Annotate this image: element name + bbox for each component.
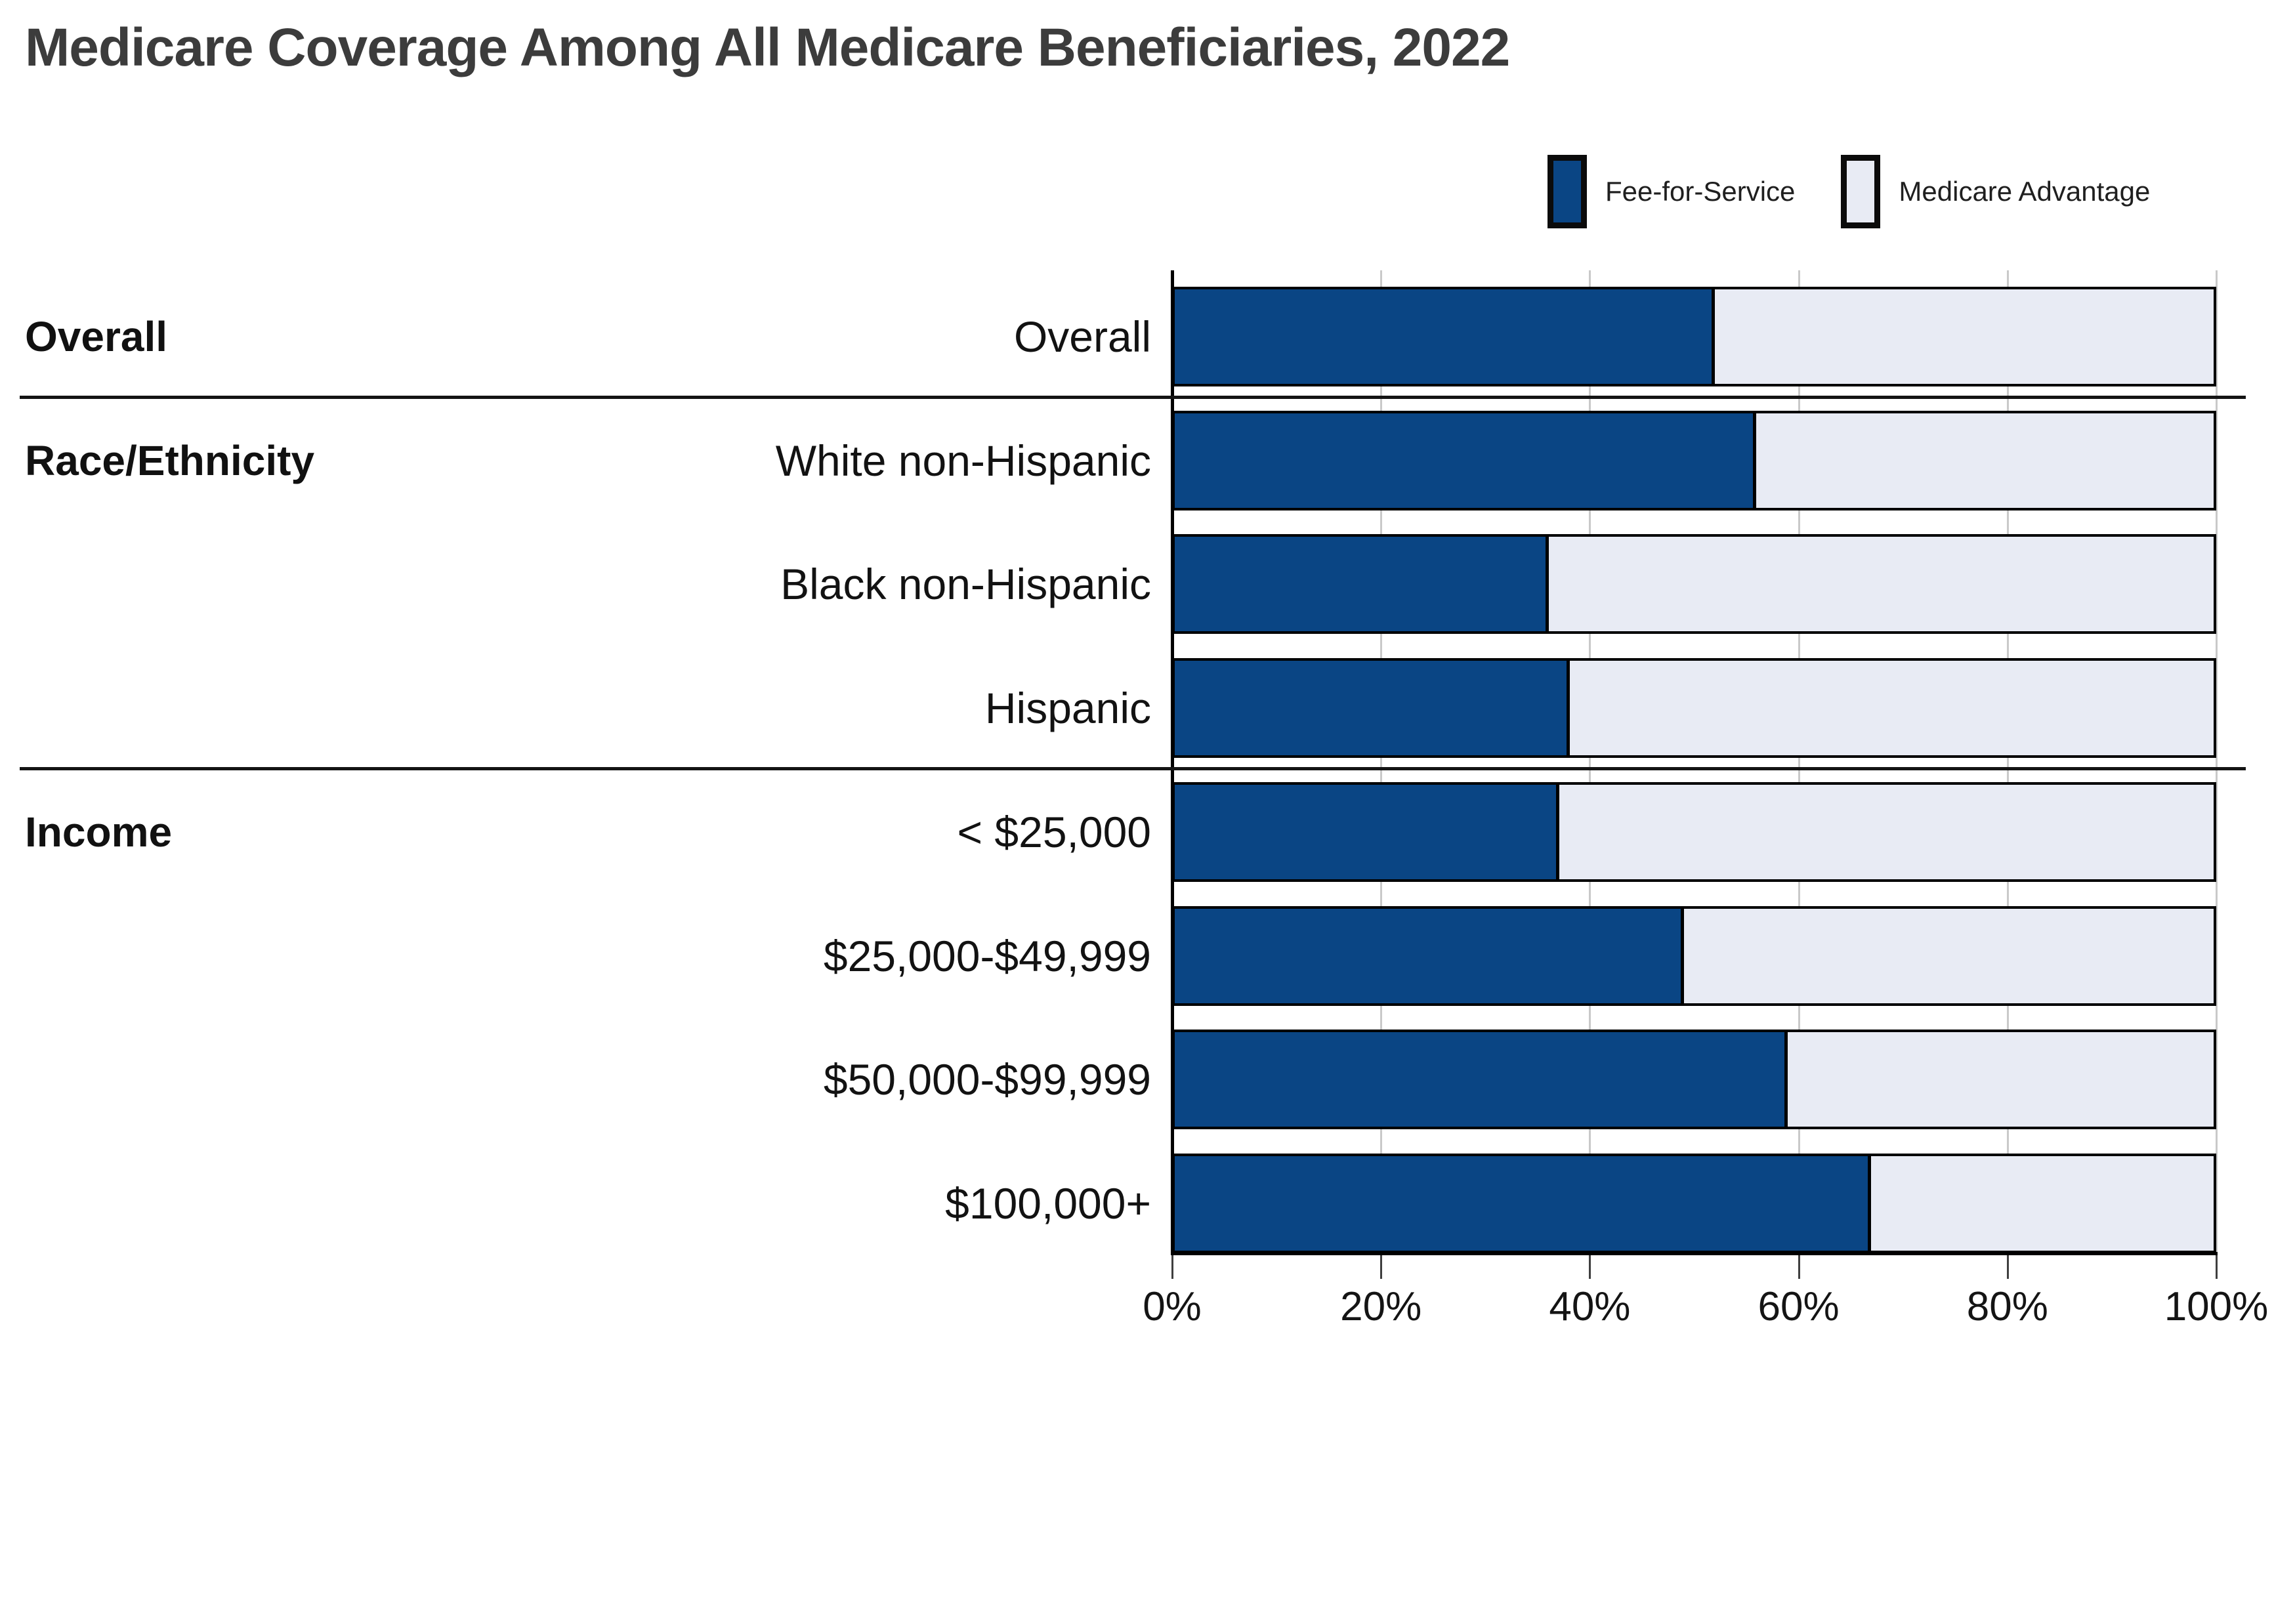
- legend-item-fee-for-service: Fee-for-Service: [1548, 155, 1795, 228]
- bar-row-overall: Overall Overall: [0, 287, 2274, 386]
- bar-row-black-non-hispanic: Black non-Hispanic: [0, 534, 2274, 634]
- legend-swatch-medicare-advantage-icon: [1841, 155, 1881, 228]
- category-label: Black non-Hispanic: [780, 560, 1151, 608]
- x-axis-tick-60: [1798, 1255, 1800, 1279]
- bar-segment-medicare-advantage: [1715, 289, 2214, 384]
- bar-segment-medicare-advantage: [1683, 909, 2214, 1003]
- stacked-bar: [1172, 658, 2216, 758]
- gridline-100: [2216, 270, 2218, 1252]
- x-axis-tick-label-100: 100%: [2164, 1284, 2269, 1329]
- group-label-race-ethnicity: Race/Ethnicity: [25, 437, 315, 484]
- bar-segment-fee-for-service: [1175, 909, 1684, 1003]
- bar-segment-medicare-advantage: [1756, 413, 2214, 508]
- x-axis-tick-label-0: 0%: [1143, 1284, 1202, 1329]
- gridline-40: [1589, 270, 1591, 1252]
- gridline-80: [2006, 270, 2009, 1252]
- legend-swatch-fee-for-service-icon: [1548, 155, 1587, 228]
- section-divider-2: [20, 767, 2246, 770]
- gridline-60: [1798, 270, 1800, 1252]
- group-label-overall: Overall: [25, 313, 168, 360]
- bar-segment-fee-for-service: [1175, 413, 1757, 508]
- bar-row--25-000: Income < $25,000: [0, 782, 2274, 882]
- x-axis-tick-80: [2006, 1255, 2009, 1279]
- x-axis-tick-20: [1380, 1255, 1383, 1279]
- bar-segment-fee-for-service: [1175, 1156, 1871, 1251]
- legend: Fee-for-Service Medicare Advantage: [1548, 155, 2150, 228]
- category-label: $25,000-$49,999: [823, 932, 1151, 980]
- stacked-bar: [1172, 411, 2216, 510]
- x-axis-tick-0: [1171, 1255, 1173, 1279]
- legend-label-medicare-advantage: Medicare Advantage: [1899, 176, 2151, 207]
- stacked-bar: [1172, 534, 2216, 634]
- chart-title: Medicare Coverage Among All Medicare Ben…: [25, 18, 1510, 77]
- legend-item-medicare-advantage: Medicare Advantage: [1841, 155, 2150, 228]
- bar-segment-medicare-advantage: [1569, 661, 2214, 755]
- group-label-income: Income: [25, 808, 173, 856]
- bar-segment-medicare-advantage: [1559, 785, 2214, 879]
- x-axis-tick-label-40: 40%: [1549, 1284, 1631, 1329]
- x-axis-tick-label-20: 20%: [1340, 1284, 1422, 1329]
- bar-row--50-000-99-999: $50,000-$99,999: [0, 1030, 2274, 1129]
- category-label: Hispanic: [984, 684, 1151, 732]
- bar-segment-medicare-advantage: [1870, 1156, 2214, 1251]
- bar-segment-fee-for-service: [1175, 661, 1570, 755]
- category-label: < $25,000: [957, 808, 1151, 856]
- stacked-bar: [1172, 1030, 2216, 1129]
- x-axis-line: [1171, 1252, 2218, 1255]
- x-axis-tick-label-60: 60%: [1758, 1284, 1840, 1329]
- legend-label-fee-for-service: Fee-for-Service: [1605, 176, 1796, 207]
- category-label: Overall: [1013, 312, 1151, 361]
- bar-row-white-non-hispanic: Race/Ethnicity White non-Hispanic: [0, 411, 2274, 510]
- bar-row--25-000-49-999: $25,000-$49,999: [0, 906, 2274, 1006]
- bar-segment-fee-for-service: [1175, 785, 1559, 879]
- x-axis-tick-label-80: 80%: [1966, 1284, 2048, 1329]
- gridline-20: [1380, 270, 1383, 1252]
- stacked-bar: [1172, 782, 2216, 882]
- bar-row-hispanic: Hispanic: [0, 658, 2274, 758]
- y-axis-line: [1171, 270, 1174, 1255]
- section-divider-1: [20, 396, 2246, 399]
- bar-segment-medicare-advantage: [1548, 537, 2214, 631]
- bar-row--100-000-: $100,000+: [0, 1154, 2274, 1253]
- stacked-bar: [1172, 906, 2216, 1006]
- bar-segment-fee-for-service: [1175, 1032, 1788, 1127]
- category-label: $50,000-$99,999: [823, 1055, 1151, 1104]
- bar-segment-medicare-advantage: [1787, 1032, 2214, 1127]
- category-label: White non-Hispanic: [775, 436, 1151, 485]
- bar-segment-fee-for-service: [1175, 537, 1549, 631]
- stacked-bar: [1172, 287, 2216, 386]
- stacked-bar: [1172, 1154, 2216, 1253]
- x-axis-tick-40: [1589, 1255, 1591, 1279]
- category-label: $100,000+: [945, 1179, 1151, 1228]
- bar-segment-fee-for-service: [1175, 289, 1716, 384]
- x-axis-tick-100: [2216, 1255, 2218, 1279]
